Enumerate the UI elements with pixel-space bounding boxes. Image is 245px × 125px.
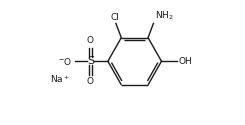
Text: S: S: [87, 56, 94, 66]
Text: O: O: [87, 36, 94, 45]
Text: O: O: [87, 77, 94, 86]
Text: Na$^+$: Na$^+$: [50, 73, 70, 85]
Text: Cl: Cl: [111, 13, 120, 22]
Text: NH$_2$: NH$_2$: [155, 10, 173, 22]
Text: OH: OH: [178, 57, 192, 66]
Text: $^{-}$O: $^{-}$O: [59, 56, 73, 67]
